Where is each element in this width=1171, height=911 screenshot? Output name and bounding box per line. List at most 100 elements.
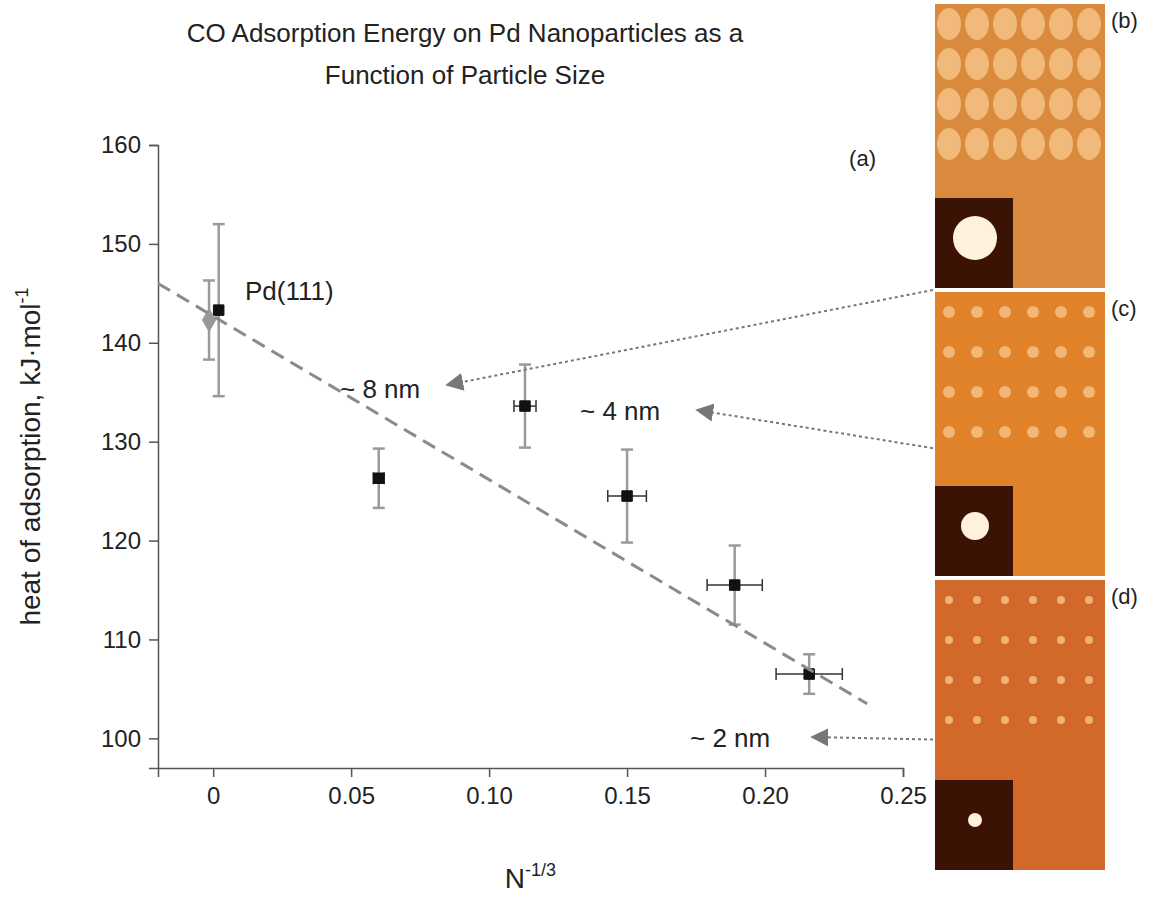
micrograph-texture [993,8,1017,40]
x-error-cap [646,490,648,502]
y-tick-mark [149,244,158,246]
x-tick: 0.25 [880,768,927,809]
micrograph-texture [1083,426,1095,438]
y-error-cap [621,541,633,544]
micrograph-texture [1049,8,1073,40]
micrograph-texture [999,306,1011,318]
y-error-bar [729,546,741,625]
micrograph-image [935,4,1105,288]
x-error-cap [762,579,764,591]
x-error-cap [775,668,777,680]
micrograph-texture [1083,306,1095,318]
y-tick-mark [149,540,158,542]
x-tick-mark [351,768,353,777]
micrograph-texture [937,88,961,120]
micrograph [935,292,1105,576]
x-tick-label: 0.10 [466,782,513,809]
y-error-bar [373,449,385,508]
micrograph-texture [1029,596,1037,604]
micrograph-texture [965,48,989,80]
micrograph-inset-particle [953,216,997,260]
micrograph-texture [993,128,1017,160]
micrograph-texture [1021,8,1045,40]
annotation: Pd(111) [245,276,334,306]
x-tick: 0.15 [604,768,651,809]
micrograph-texture [971,346,983,358]
y-tick-mark [149,738,158,740]
micrograph-texture [993,88,1017,120]
x-axis-line [159,769,904,778]
x-tick-mark [765,768,767,777]
micrograph-texture [965,8,989,40]
x-axis-title-base: N [505,863,525,894]
y-tick-mark [149,343,158,345]
micrograph-texture [973,636,981,644]
micrograph-inset-particle [961,512,989,540]
x-error-bar [608,490,647,502]
micrograph-texture [973,716,981,724]
micrograph-texture [937,128,961,160]
x-error-cap [513,400,515,412]
y-axis: 100110120130140150160 [101,131,159,768]
micrograph-inset [935,486,1013,576]
y-tick-label: 140 [101,329,141,356]
micrograph-texture [973,596,981,604]
y-tick-mark [149,441,158,443]
micrograph-texture [1083,386,1095,398]
x-error-bar [707,579,762,591]
y-tick: 110 [103,626,158,653]
pointer-arrow [812,737,933,740]
micrograph-texture [1055,426,1067,438]
micrograph-texture [1055,306,1067,318]
x-tick-label: 0.25 [880,782,927,809]
micrograph-texture [1021,48,1045,80]
micrograph-texture [1085,636,1093,644]
micrograph-texture [1001,636,1009,644]
micrograph-texture [1049,88,1073,120]
micrograph-texture [943,346,955,358]
y-error-bar [519,365,531,448]
micrograph-texture [1085,676,1093,684]
micrograph-texture [1021,88,1045,120]
micrograph-texture [1029,636,1037,644]
micrograph-texture [1057,596,1065,604]
panel-label: (c) [1111,296,1137,321]
micrograph-texture [999,346,1011,358]
micrograph-texture [945,676,953,684]
y-error-bar [803,654,815,694]
micrograph-inset-particle [968,813,982,827]
micrograph-texture [973,676,981,684]
panel-label: (a) [849,146,876,171]
y-tick-label: 120 [101,527,141,554]
micrograph-texture [1027,306,1039,318]
y-axis-title-base: heat of adsorption, kJ·mol [15,303,46,625]
y-error-bar [203,280,215,359]
micrograph-image [935,292,1105,576]
micrograph-texture [1029,716,1037,724]
x-axis: 00.050.100.150.200.25 [159,768,927,809]
micrograph-texture [971,306,983,318]
micrograph-texture [971,386,983,398]
micrograph-texture [1083,346,1095,358]
y-tick: 150 [101,230,158,257]
y-tick: 160 [101,131,158,158]
y-tick: 140 [101,329,158,356]
micrograph-texture [1021,128,1045,160]
annotation: ~ 2 nm [690,723,770,753]
micrograph-texture [965,128,989,160]
pointer-arrow [447,290,933,385]
y-tick: 130 [101,428,158,455]
micrograph-texture [1027,426,1039,438]
y-error-cap [213,395,225,398]
x-axis-title: N-1/3 [505,860,556,894]
micrograph-texture [945,716,953,724]
title-line: CO Adsorption Energy on Pd Nanoparticles… [187,18,744,48]
y-tick-label: 130 [101,428,141,455]
micrograph-inset [935,198,1013,288]
data-point [373,473,383,483]
y-error-cap [519,363,531,366]
y-axis-line [149,146,159,769]
annotation: ~ 4 nm [580,396,660,426]
title-line: Function of Particle Size [325,60,605,90]
micrograph-texture [993,48,1017,80]
